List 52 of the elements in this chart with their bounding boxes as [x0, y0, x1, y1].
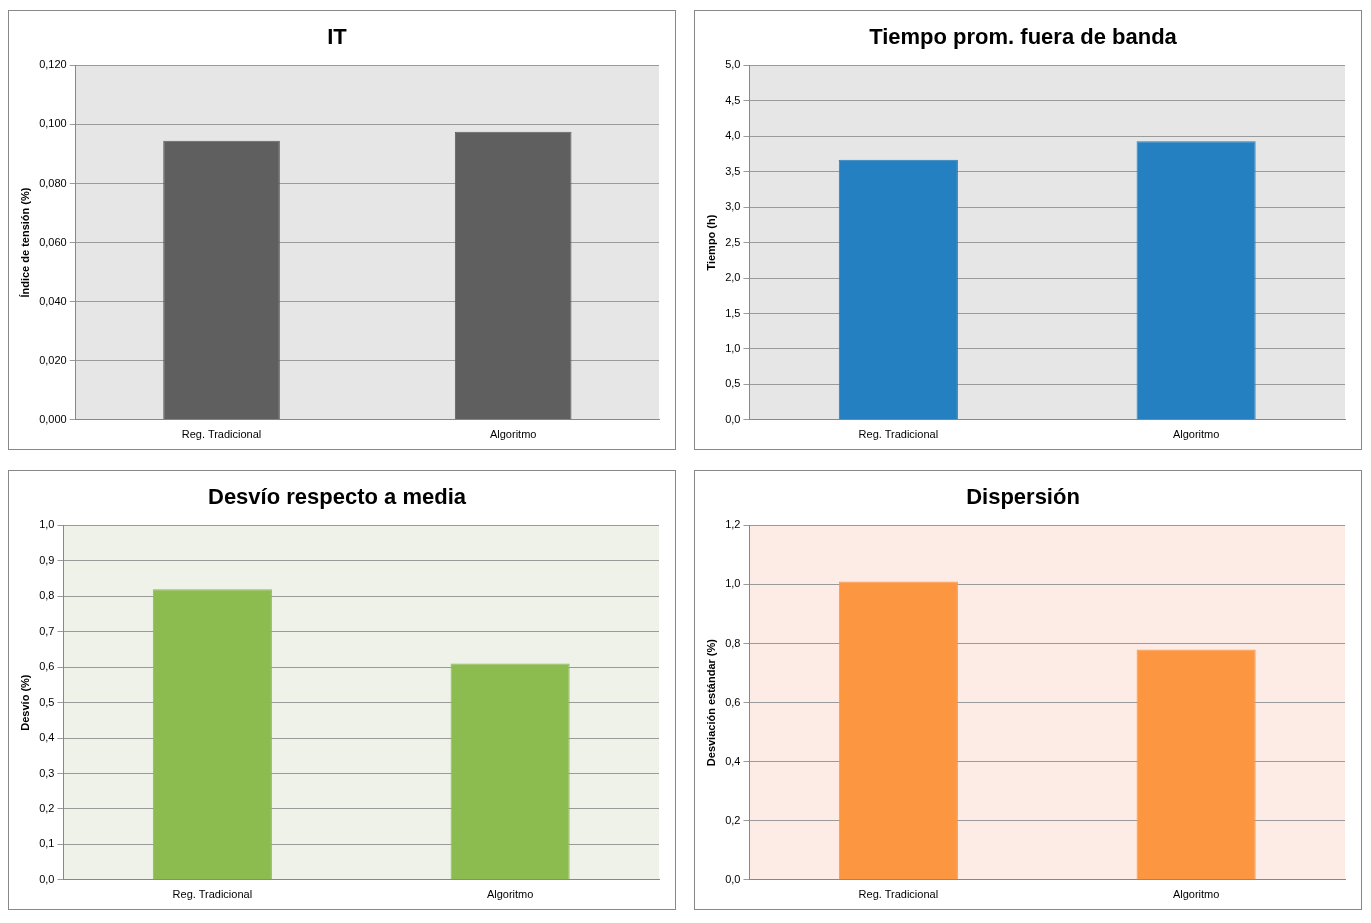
- y-tick-label: 0,8: [725, 636, 741, 649]
- y-tick-label: 2,5: [725, 235, 741, 248]
- y-tick-label: 1,0: [725, 341, 741, 354]
- x-tick-label: Reg. Tradicional: [172, 888, 253, 901]
- y-tick-label: 0,0: [725, 872, 741, 885]
- y-tick-label: 4,5: [725, 93, 741, 106]
- y-tick-label: 0,020: [39, 353, 67, 366]
- x-tick-label: Reg. Tradicional: [181, 428, 262, 441]
- y-tick-label: 1,0: [725, 577, 741, 590]
- y-tick-label: 0,7: [39, 624, 55, 637]
- x-tick-label: Algoritmo: [486, 888, 534, 901]
- y-tick-label: 0,080: [39, 176, 67, 189]
- chart-title: Tiempo prom. fuera de banda: [869, 24, 1178, 50]
- y-tick-label: 0,4: [725, 754, 741, 767]
- y-tick-label: 0,4: [39, 731, 55, 744]
- y-tick-label: 0,8: [39, 589, 55, 602]
- y-axis-title: Desviación estándar (%): [704, 638, 717, 767]
- y-tick-label: 3,0: [725, 200, 741, 213]
- y-axis-title: Tiempo (h): [704, 214, 717, 271]
- y-tick-label: 0,2: [725, 813, 741, 826]
- y-tick-label: 0,1: [39, 837, 55, 850]
- y-tick-label: 0,120: [39, 58, 67, 71]
- y-tick-label: 0,060: [39, 235, 67, 248]
- y-tick-label: 0,5: [39, 695, 55, 708]
- y-tick-label: 5,0: [725, 58, 741, 71]
- y-axis-title: Desvío (%): [18, 674, 31, 731]
- x-tick-label: Reg. Tradicional: [858, 888, 939, 901]
- y-tick-label: 0,000: [39, 412, 67, 425]
- y-tick-label: 0,100: [39, 117, 67, 130]
- y-tick-label: 0,3: [39, 766, 55, 779]
- y-tick-label: 0,6: [39, 660, 55, 673]
- y-axis-title: Índice de tensión (%): [18, 187, 31, 298]
- y-tick-label: 2,0: [725, 271, 741, 284]
- y-tick-label: 0,2: [39, 801, 55, 814]
- x-tick-label: Algoritmo: [1172, 428, 1220, 441]
- x-tick-label: Reg. Tradicional: [858, 428, 939, 441]
- chart-title: IT: [327, 24, 348, 50]
- x-tick-label: Algoritmo: [1172, 888, 1220, 901]
- y-tick-label: 1,5: [725, 306, 741, 319]
- y-tick-label: 0,6: [725, 695, 741, 708]
- y-tick-label: 1,2: [725, 518, 741, 531]
- y-tick-label: 0,9: [39, 553, 55, 566]
- y-tick-label: 0,0: [725, 412, 741, 425]
- y-tick-label: 0,0: [39, 872, 55, 885]
- y-tick-label: 3,5: [725, 164, 741, 177]
- y-tick-label: 0,040: [39, 294, 67, 307]
- y-tick-label: 4,0: [725, 129, 741, 142]
- x-tick-label: Algoritmo: [489, 428, 537, 441]
- chart-title: Desvío respecto a media: [207, 484, 467, 510]
- y-tick-label: 0,5: [725, 377, 741, 390]
- chart-title: Dispersión: [966, 484, 1080, 510]
- y-tick-label: 1,0: [39, 518, 55, 531]
